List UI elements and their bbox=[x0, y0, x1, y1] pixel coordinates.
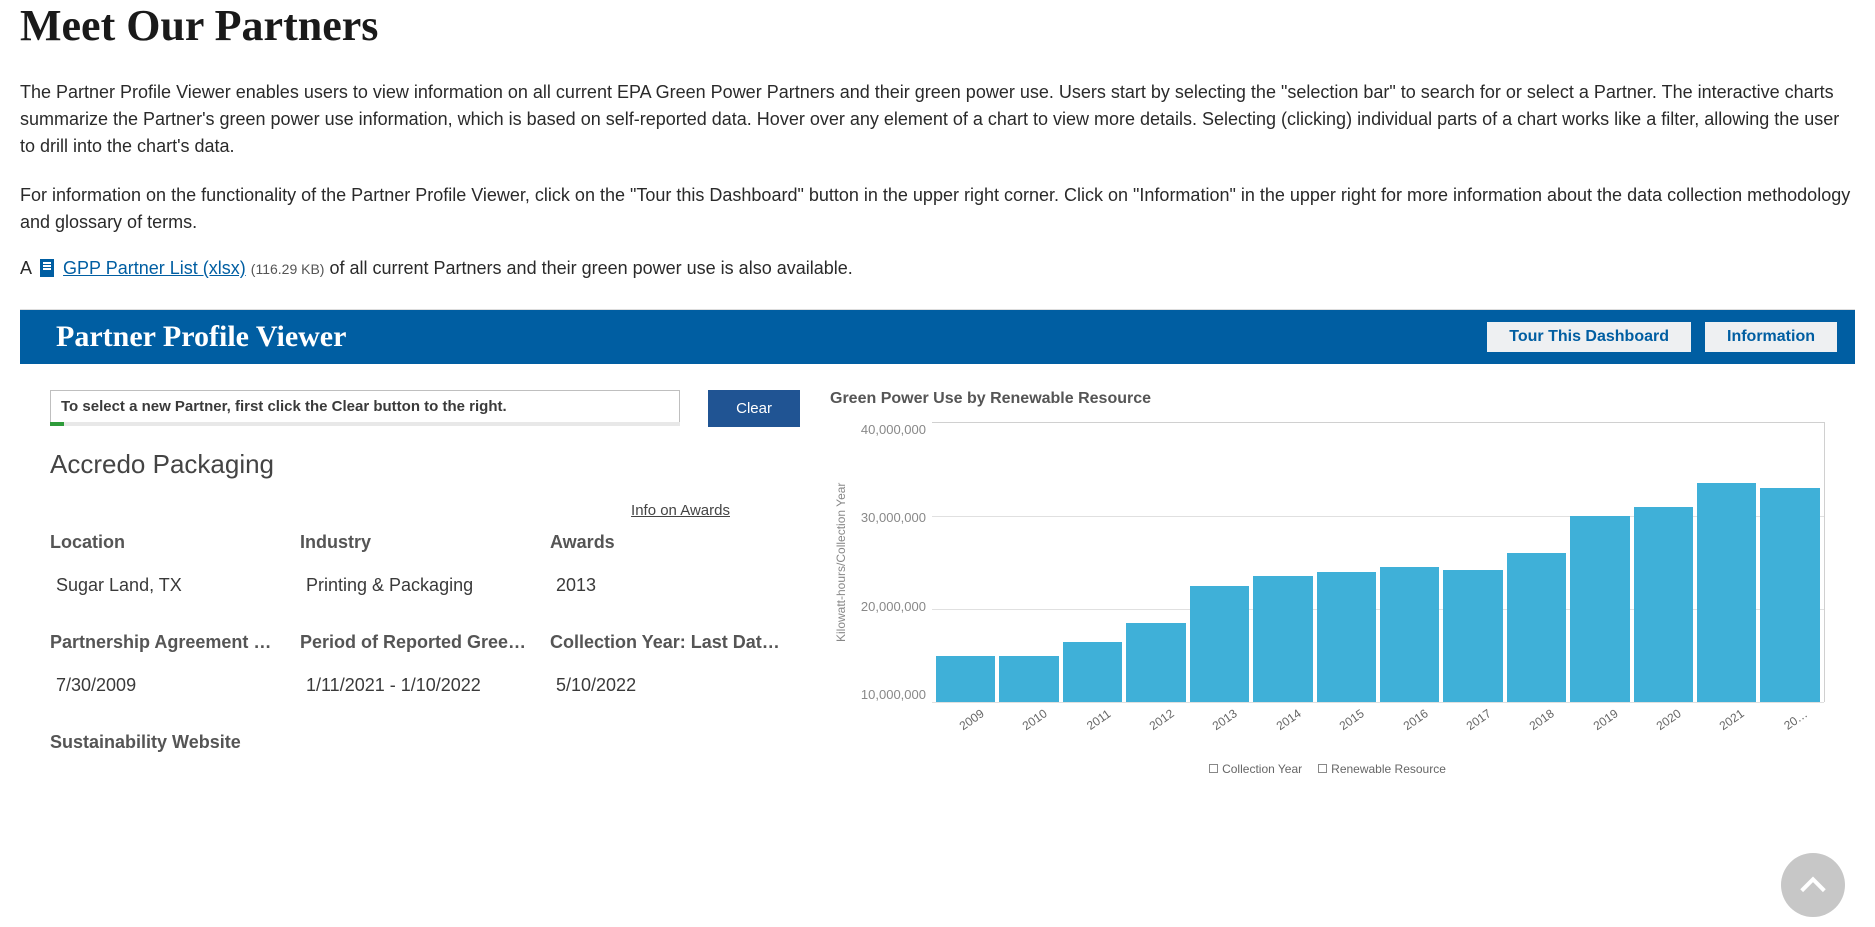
gpp-partner-list-link[interactable]: GPP Partner List (xlsx) bbox=[63, 258, 246, 278]
x-tick: 2013 bbox=[1197, 697, 1254, 743]
chart-bar[interactable] bbox=[1253, 576, 1312, 702]
partner-name: Accredo Packaging bbox=[50, 449, 800, 480]
industry-value: Printing & Packaging bbox=[300, 575, 550, 596]
partner-profile-viewer: Partner Profile Viewer Tour This Dashboa… bbox=[20, 309, 1855, 776]
file-prefix: A bbox=[20, 258, 31, 278]
intro-paragraph-2: For information on the functionality of … bbox=[20, 182, 1855, 236]
chart-bar[interactable] bbox=[1697, 483, 1756, 702]
x-tick: 2017 bbox=[1450, 697, 1507, 743]
partner-selector[interactable]: To select a new Partner, first click the… bbox=[50, 390, 680, 423]
viewer-title: Partner Profile Viewer bbox=[56, 320, 1473, 354]
collection-label: Collection Year: Last Data … bbox=[550, 632, 780, 653]
sustainability-label: Sustainability Website bbox=[50, 732, 800, 753]
y-tick: 30,000,000 bbox=[852, 510, 926, 525]
tour-dashboard-button[interactable]: Tour This Dashboard bbox=[1487, 322, 1691, 352]
y-axis-ticks: 40,000,000 30,000,000 20,000,000 10,000,000 bbox=[852, 422, 932, 702]
x-tick: 20… bbox=[1767, 697, 1824, 743]
y-axis-label: Kilowatt-hours/Collection Year bbox=[830, 422, 852, 702]
industry-label: Industry bbox=[300, 532, 530, 553]
partnership-label: Partnership Agreement Si… bbox=[50, 632, 280, 653]
chart-bar[interactable] bbox=[1063, 642, 1122, 702]
period-value: 1/11/2021 - 1/10/2022 bbox=[300, 675, 550, 696]
information-button[interactable]: Information bbox=[1705, 322, 1837, 352]
x-tick: 2009 bbox=[943, 697, 1000, 743]
chart-bar[interactable] bbox=[936, 656, 995, 703]
x-tick: 2010 bbox=[1007, 697, 1064, 743]
chart-plot-area[interactable] bbox=[932, 422, 1825, 702]
awards-value: 2013 bbox=[550, 575, 800, 596]
x-tick: 2019 bbox=[1577, 697, 1634, 743]
intro-paragraph-1: The Partner Profile Viewer enables users… bbox=[20, 79, 1855, 160]
file-download-line: A GPP Partner List (xlsx) (116.29 KB) of… bbox=[20, 258, 1855, 279]
chart-bar[interactable] bbox=[1760, 488, 1819, 702]
x-tick: 2015 bbox=[1324, 697, 1381, 743]
back-to-top-button[interactable] bbox=[1781, 853, 1845, 917]
chart-bar[interactable] bbox=[1317, 572, 1376, 702]
file-icon bbox=[40, 259, 54, 277]
chart-bar[interactable] bbox=[1380, 567, 1439, 702]
file-suffix: of all current Partners and their green … bbox=[329, 258, 852, 278]
x-tick: 2016 bbox=[1387, 697, 1444, 743]
chevron-up-icon bbox=[1796, 868, 1830, 902]
chart-bar[interactable] bbox=[1190, 586, 1249, 702]
chart-title: Green Power Use by Renewable Resource bbox=[830, 390, 1825, 408]
legend-item[interactable]: Collection Year bbox=[1209, 762, 1302, 776]
period-label: Period of Reported Green … bbox=[300, 632, 530, 653]
x-tick: 2021 bbox=[1704, 697, 1761, 743]
collection-value: 5/10/2022 bbox=[550, 675, 800, 696]
green-power-chart[interactable]: Kilowatt-hours/Collection Year 40,000,00… bbox=[830, 422, 1825, 702]
awards-label: Awards bbox=[550, 532, 780, 553]
info-on-awards-link[interactable]: Info on Awards bbox=[631, 502, 730, 519]
viewer-header: Partner Profile Viewer Tour This Dashboa… bbox=[20, 310, 1855, 364]
chart-bar[interactable] bbox=[1126, 623, 1185, 702]
y-tick: 20,000,000 bbox=[852, 599, 926, 614]
selector-progress bbox=[50, 422, 680, 426]
file-size: (116.29 KB) bbox=[251, 261, 325, 277]
clear-button[interactable]: Clear bbox=[708, 390, 800, 427]
y-tick: 40,000,000 bbox=[852, 422, 926, 437]
x-tick: 2020 bbox=[1640, 697, 1697, 743]
y-tick: 10,000,000 bbox=[852, 687, 926, 702]
page-title: Meet Our Partners bbox=[20, 0, 1855, 51]
chart-bar[interactable] bbox=[1443, 570, 1502, 702]
location-value: Sugar Land, TX bbox=[50, 575, 300, 596]
partnership-value: 7/30/2009 bbox=[50, 675, 300, 696]
x-tick: 2011 bbox=[1070, 697, 1127, 743]
x-tick: 2018 bbox=[1514, 697, 1571, 743]
location-label: Location bbox=[50, 532, 280, 553]
chart-legend: Collection Year Renewable Resource bbox=[830, 762, 1825, 776]
chart-bar[interactable] bbox=[1570, 516, 1629, 702]
chart-bar[interactable] bbox=[1634, 507, 1693, 702]
chart-bar[interactable] bbox=[1507, 553, 1566, 702]
chart-bar[interactable] bbox=[999, 656, 1058, 703]
legend-item[interactable]: Renewable Resource bbox=[1318, 762, 1446, 776]
x-tick: 2014 bbox=[1260, 697, 1317, 743]
x-tick: 2012 bbox=[1133, 697, 1190, 743]
x-axis-labels: 2009201020112012201320142015201620172018… bbox=[934, 702, 1825, 728]
